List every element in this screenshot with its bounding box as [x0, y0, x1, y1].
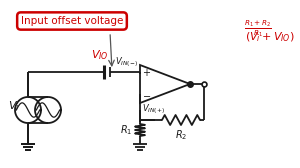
- Text: $R_1$: $R_1$: [120, 123, 132, 137]
- Text: $V_{IO}$: $V_{IO}$: [91, 48, 109, 62]
- Text: $\frac{R_1+R_2}{R_1}$: $\frac{R_1+R_2}{R_1}$: [244, 18, 272, 39]
- Text: $V_{IN(+)}$: $V_{IN(+)}$: [142, 102, 165, 116]
- Text: $R_2$: $R_2$: [175, 128, 187, 142]
- Text: Input offset voltage: Input offset voltage: [21, 16, 123, 26]
- Text: $V_i$: $V_i$: [8, 99, 20, 113]
- Text: $-$: $-$: [142, 90, 152, 100]
- Text: $(V_i + V_{IO})$: $(V_i + V_{IO})$: [245, 30, 295, 44]
- Text: $V_{IN(-)}$: $V_{IN(-)}$: [115, 55, 138, 69]
- Text: $+$: $+$: [142, 68, 152, 78]
